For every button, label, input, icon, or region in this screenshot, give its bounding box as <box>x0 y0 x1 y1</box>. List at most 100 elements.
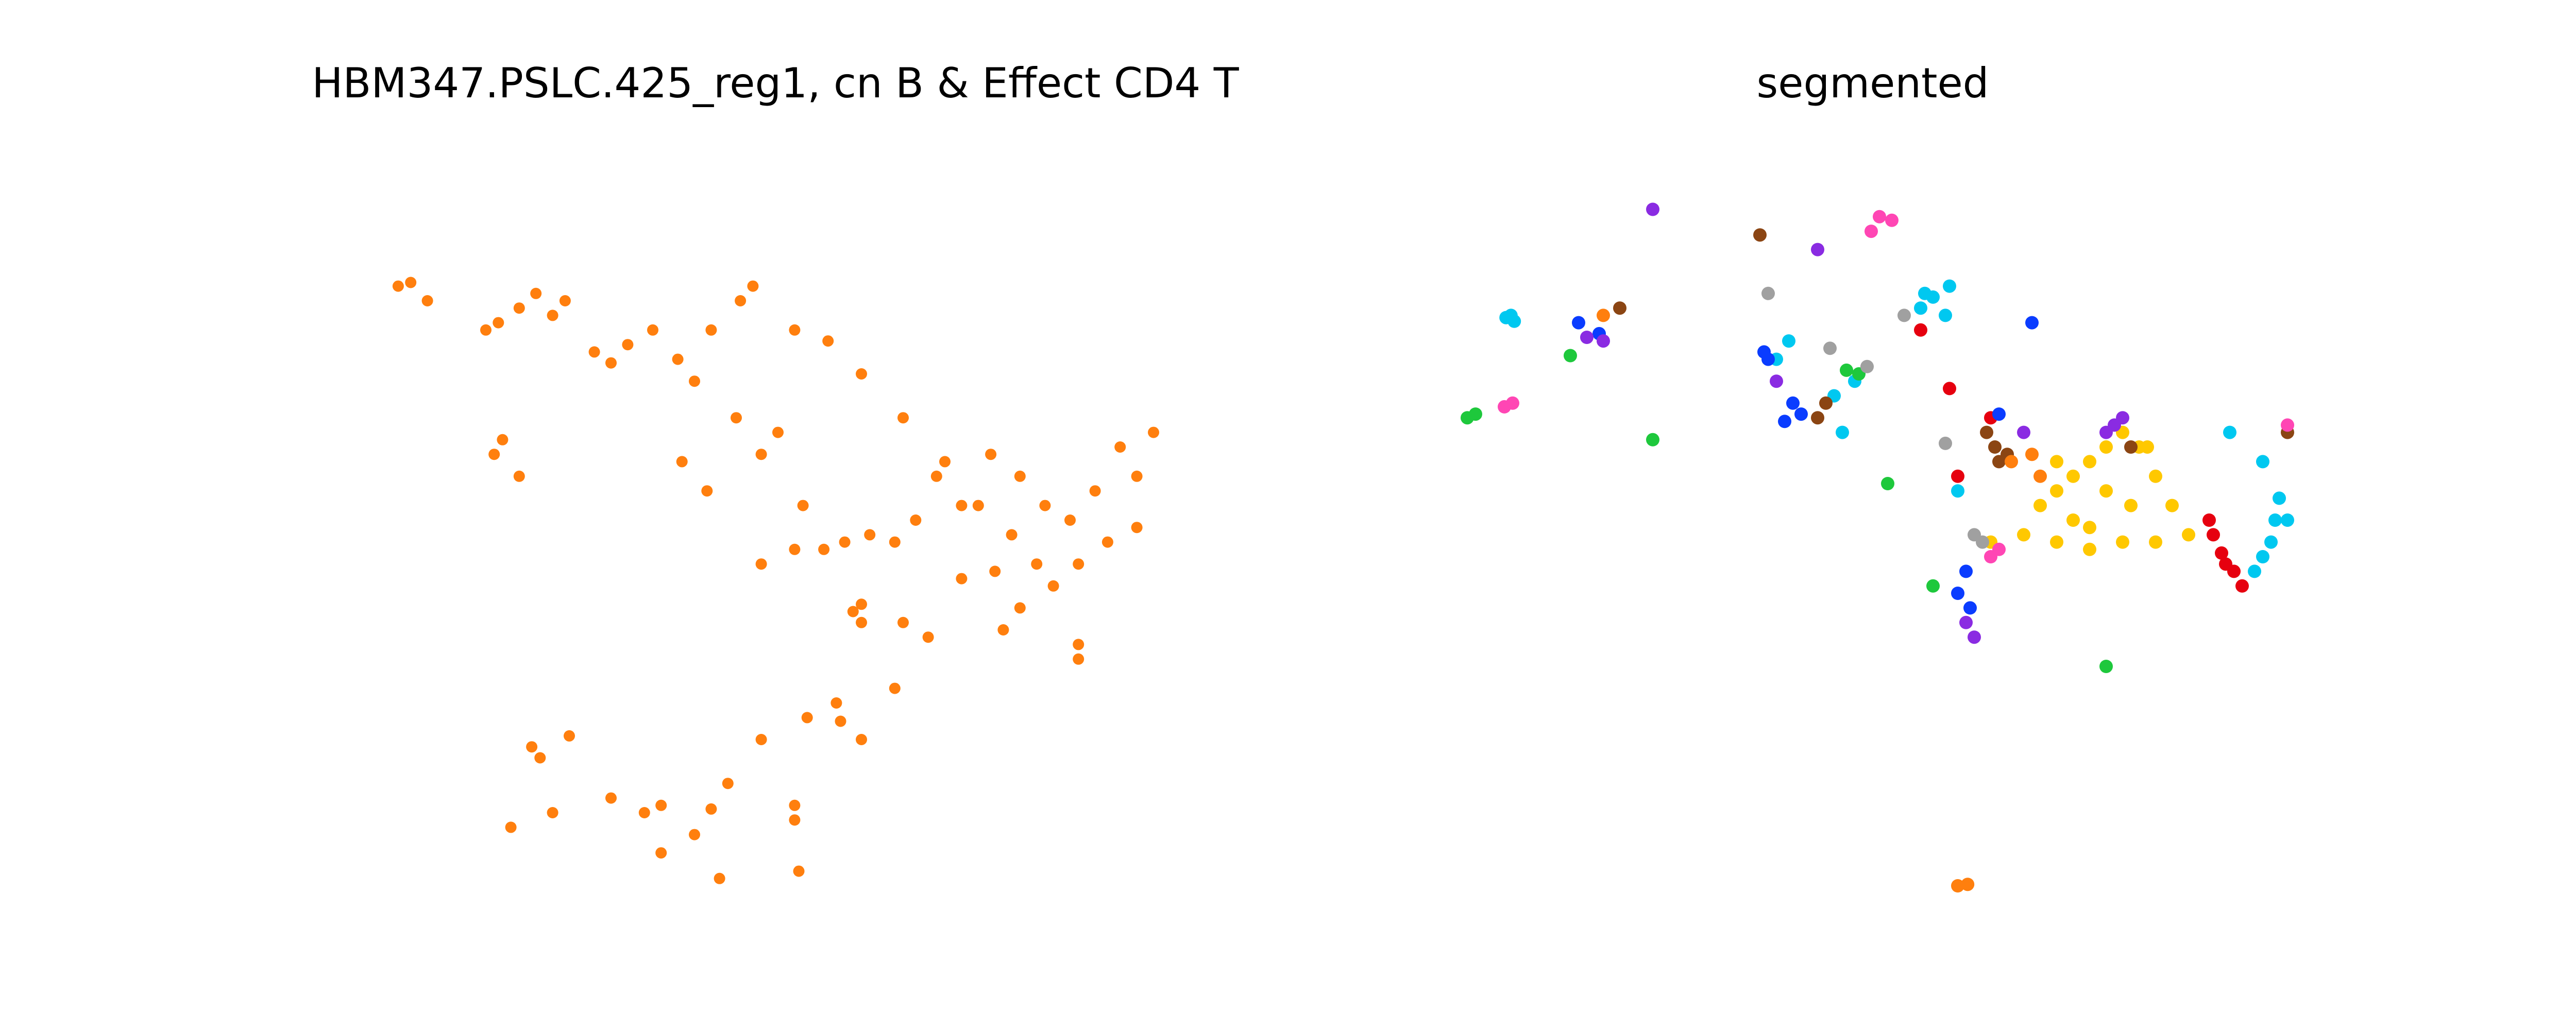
data-point <box>797 500 809 511</box>
data-point <box>989 565 1001 577</box>
segment-point <box>2025 448 2039 461</box>
segment-point <box>1988 440 2002 454</box>
segment-point <box>2066 513 2080 527</box>
segment-point <box>2116 535 2129 549</box>
segment-point <box>1782 334 1795 348</box>
data-point <box>930 470 942 482</box>
data-point <box>847 606 859 617</box>
data-point <box>513 302 525 314</box>
data-point <box>755 449 767 460</box>
data-point <box>889 682 901 694</box>
data-point <box>910 514 922 526</box>
data-point <box>835 715 846 727</box>
data-point <box>1073 639 1084 650</box>
segment-point <box>2256 455 2269 469</box>
segment-point <box>1873 210 1886 224</box>
data-point <box>939 456 951 468</box>
data-point <box>705 803 717 815</box>
segment-point <box>1980 425 1993 439</box>
segment-point <box>1753 228 1767 242</box>
data-point <box>689 829 700 840</box>
data-point <box>647 324 658 336</box>
segment-point <box>1761 352 1775 366</box>
data-point <box>605 792 617 804</box>
data-point <box>789 324 801 336</box>
data-point <box>672 353 684 365</box>
left-panel-title: HBM347.PSLC.425_reg1, cn B & Effect CD4 … <box>312 59 1239 107</box>
data-point <box>1089 485 1101 497</box>
data-point <box>839 536 851 548</box>
data-point <box>1047 580 1059 592</box>
segment-point <box>2215 546 2228 560</box>
segment-point <box>1968 630 1981 644</box>
data-point <box>559 295 571 306</box>
data-point <box>1073 653 1084 665</box>
segment-point <box>1951 587 1964 600</box>
data-point <box>755 558 767 570</box>
segment-point <box>2050 455 2063 469</box>
data-point <box>701 485 713 497</box>
segment-point <box>1646 202 1659 216</box>
data-point <box>405 277 417 288</box>
segment-point <box>1811 411 1824 425</box>
data-point <box>1131 470 1143 482</box>
segment-point <box>2248 564 2261 578</box>
segment-point <box>1506 396 1519 410</box>
data-point <box>897 412 909 424</box>
segment-point <box>1992 455 2006 469</box>
data-point <box>793 865 805 877</box>
data-point <box>956 500 968 511</box>
data-point <box>789 814 801 826</box>
segment-point <box>2149 535 2162 549</box>
data-point <box>676 456 688 468</box>
data-point <box>497 434 509 445</box>
segment-point <box>2124 499 2138 512</box>
segment-point <box>2149 469 2162 483</box>
data-point <box>564 730 575 742</box>
segment-point <box>2256 550 2269 563</box>
data-point <box>655 847 667 859</box>
segment-point <box>2017 528 2030 542</box>
data-point <box>505 821 517 833</box>
data-point <box>856 616 867 628</box>
segment-point <box>1976 535 1989 549</box>
segment-point <box>1860 359 1874 373</box>
data-point <box>655 799 667 811</box>
segment-point <box>2025 316 2039 330</box>
data-point <box>789 543 801 555</box>
data-point <box>705 324 717 336</box>
segment-point <box>1914 301 1927 315</box>
data-point <box>731 412 742 424</box>
segment-point <box>1646 433 1659 447</box>
segment-point <box>1943 279 1956 293</box>
segment-point <box>1840 363 1853 377</box>
data-point <box>526 741 538 753</box>
segment-point <box>2083 455 2096 469</box>
data-point <box>605 357 617 369</box>
segment-point <box>1881 477 1894 490</box>
data-point <box>985 449 997 460</box>
data-point <box>1014 602 1026 614</box>
data-point <box>897 616 909 628</box>
data-point <box>972 500 984 511</box>
data-point <box>480 324 492 336</box>
data-point <box>789 799 801 811</box>
data-point <box>1114 441 1126 453</box>
data-point <box>488 449 500 460</box>
data-point <box>588 346 600 358</box>
segment-point <box>1943 382 1956 396</box>
segment-point <box>1992 407 2006 421</box>
segment-point <box>1572 316 1585 330</box>
segment-point <box>1811 243 1824 256</box>
right-panel-title: segmented <box>1756 59 1989 107</box>
segment-point <box>1918 286 1931 300</box>
segment-point <box>2165 499 2179 512</box>
data-point <box>755 734 767 745</box>
data-point <box>421 295 433 306</box>
data-point <box>1006 529 1018 541</box>
segment-point <box>2219 557 2232 571</box>
data-point <box>856 368 867 380</box>
data-point <box>513 470 525 482</box>
data-point <box>689 375 700 387</box>
segment-point <box>2116 411 2129 425</box>
